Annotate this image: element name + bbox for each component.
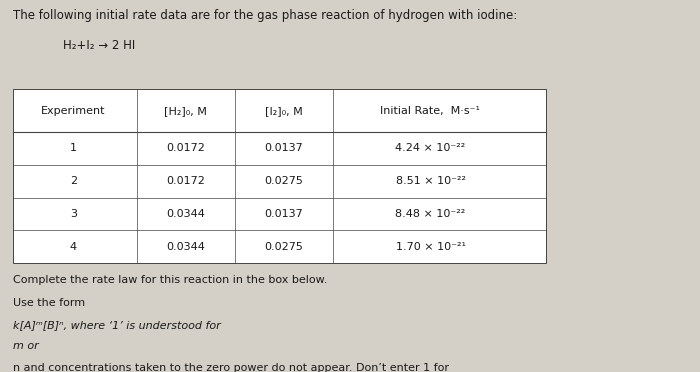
Text: 0.0137: 0.0137 — [264, 209, 303, 219]
Text: Use the form: Use the form — [13, 298, 85, 308]
Text: 8.48 × 10⁻²²: 8.48 × 10⁻²² — [395, 209, 466, 219]
Text: 3: 3 — [70, 209, 77, 219]
Text: Complete the rate law for this reaction in the box below.: Complete the rate law for this reaction … — [13, 275, 327, 285]
Text: 1.70 × 10⁻²¹: 1.70 × 10⁻²¹ — [395, 242, 466, 251]
Text: 0.0137: 0.0137 — [264, 144, 303, 153]
Text: 2: 2 — [70, 176, 77, 186]
Text: [H₂]₀, M: [H₂]₀, M — [164, 106, 207, 116]
Text: 4.24 × 10⁻²²: 4.24 × 10⁻²² — [395, 144, 466, 153]
Text: 4: 4 — [70, 242, 77, 251]
Text: H₂+I₂ → 2 HI: H₂+I₂ → 2 HI — [63, 39, 135, 52]
Text: 0.0275: 0.0275 — [264, 176, 303, 186]
Text: 0.0172: 0.0172 — [166, 176, 205, 186]
Text: 0.0172: 0.0172 — [166, 144, 205, 153]
Text: k[A]ᵐ[B]ⁿ, where ‘1’ is understood for: k[A]ᵐ[B]ⁿ, where ‘1’ is understood for — [13, 320, 220, 330]
Bar — [13, 89, 546, 263]
Text: 0.0275: 0.0275 — [264, 242, 303, 251]
Text: 0.0344: 0.0344 — [166, 209, 205, 219]
Text: Initial Rate,  M·s⁻¹: Initial Rate, M·s⁻¹ — [381, 106, 480, 116]
Text: 8.51 × 10⁻²²: 8.51 × 10⁻²² — [395, 176, 466, 186]
Text: 1: 1 — [70, 144, 77, 153]
Text: 0.0344: 0.0344 — [166, 242, 205, 251]
Text: Experiment: Experiment — [41, 106, 106, 116]
Text: [I₂]₀, M: [I₂]₀, M — [265, 106, 302, 116]
Text: The following initial rate data are for the gas phase reaction of hydrogen with : The following initial rate data are for … — [13, 9, 517, 22]
Text: m or: m or — [13, 341, 38, 351]
Text: n and concentrations taken to the zero power do not appear. Don’t enter 1 for: n and concentrations taken to the zero p… — [13, 363, 449, 372]
